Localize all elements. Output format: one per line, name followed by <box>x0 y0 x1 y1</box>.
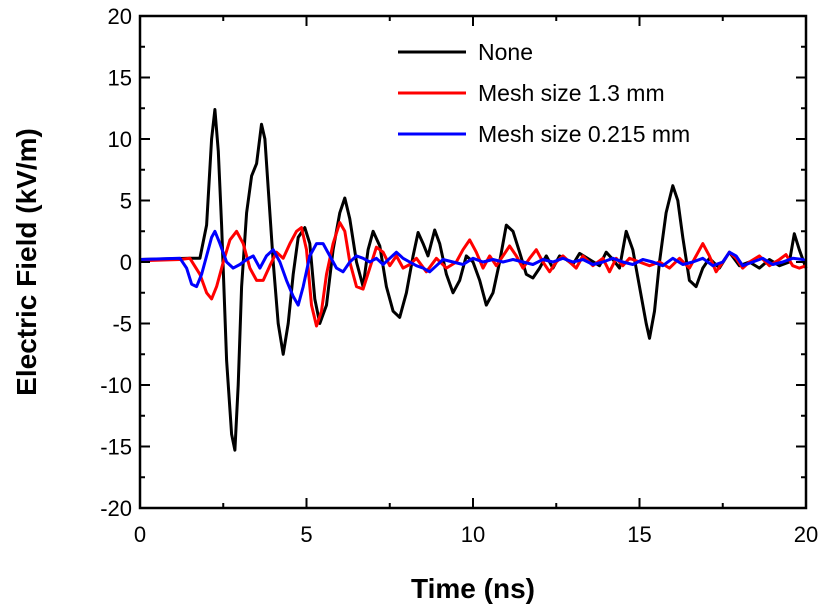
x-tick-label: 20 <box>794 522 818 547</box>
y-tick-label: 10 <box>108 127 132 152</box>
axis-tick-labels: 0 5 10 15 20 -20 -15 -10 -5 0 5 10 15 20 <box>100 4 818 547</box>
legend: None Mesh size 1.3 mm Mesh size 0.215 mm <box>398 39 690 147</box>
x-tick-label: 5 <box>300 522 312 547</box>
x-axis-title: Time (ns) <box>411 573 535 604</box>
legend-label-1: Mesh size 1.3 mm <box>478 80 665 106</box>
y-tick-label: 0 <box>120 250 132 275</box>
y-tick-label: -10 <box>100 373 132 398</box>
y-tick-label: -15 <box>100 435 132 460</box>
series-line-2 <box>139 229 807 307</box>
x-tick-label: 15 <box>627 522 651 547</box>
x-tick-label: 0 <box>134 522 146 547</box>
y-tick-label: 15 <box>108 66 132 91</box>
y-tick-label: -20 <box>100 496 132 521</box>
x-tick-label: 10 <box>461 522 485 547</box>
legend-label-2: Mesh size 0.215 mm <box>478 121 690 147</box>
plot-series-group <box>139 108 808 452</box>
axis-ticks <box>139 15 807 509</box>
y-tick-label: 20 <box>108 4 132 29</box>
legend-label-0: None <box>478 39 533 65</box>
series-line-0 <box>139 108 808 452</box>
y-axis-title: Electric Field (kV/m) <box>11 128 42 396</box>
y-tick-label: -5 <box>112 312 132 337</box>
y-tick-label: 5 <box>120 189 132 214</box>
